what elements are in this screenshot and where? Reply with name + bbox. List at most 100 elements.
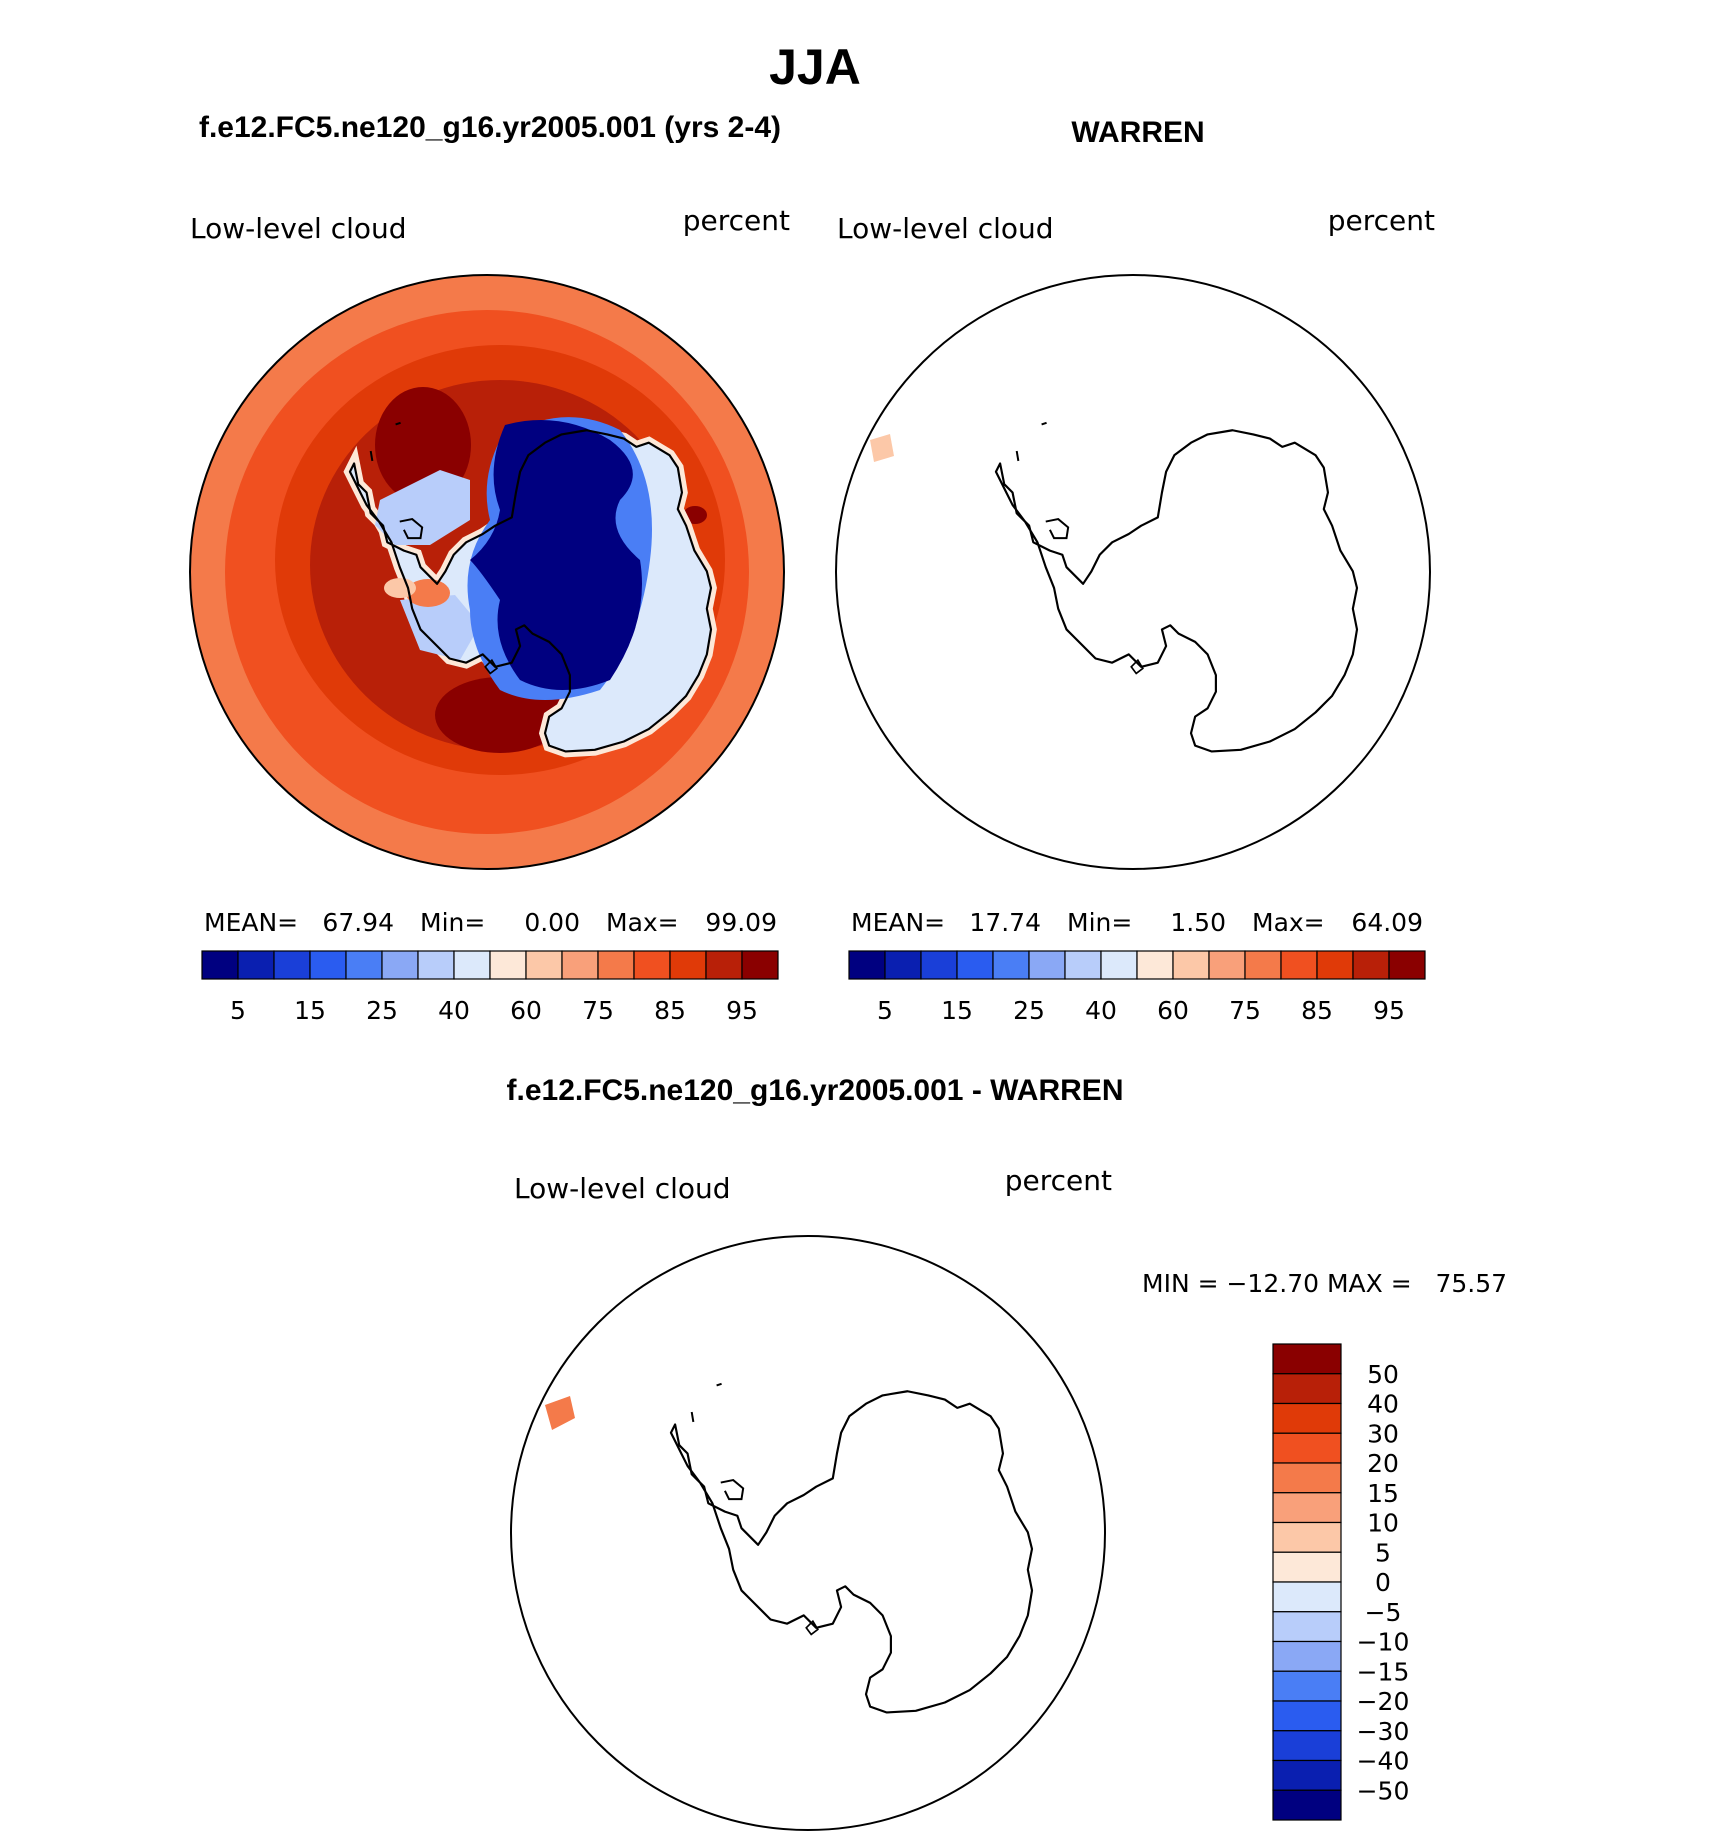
svg-text:64.09: 64.09	[1351, 908, 1423, 937]
colorbar-swatch	[1352, 950, 1390, 980]
colorbar-tick-label: −10	[1357, 1628, 1410, 1657]
colorbar-swatch	[1272, 1670, 1342, 1702]
colorbar-swatch	[1272, 1640, 1342, 1672]
colorbar-swatch	[1272, 1611, 1342, 1643]
colorbar-swatch	[1272, 1492, 1342, 1524]
panel-title: WARREN	[1071, 116, 1204, 149]
colorbar-swatch	[1272, 1343, 1342, 1375]
colorbar-swatch	[237, 950, 275, 980]
colorbar-swatch	[1272, 1581, 1342, 1613]
colorbar-swatch	[705, 950, 743, 980]
colorbar-tick-label: 15	[1367, 1479, 1399, 1508]
stats-row: MEAN= 17.74 Min= 1.50 Max= 64.09	[851, 908, 1423, 937]
colorbar-tick-label: 95	[726, 996, 758, 1025]
variable-label: Low-level cloud	[514, 1172, 731, 1205]
colorbar-swatch	[1272, 1551, 1342, 1583]
colorbar-tick-label: 5	[230, 996, 246, 1025]
colorbar-tick-label: 5	[877, 996, 893, 1025]
colorbar-tick-label: 95	[1373, 996, 1405, 1025]
colorbar-tick-label: 60	[1157, 996, 1189, 1025]
colorbar-tick-label: −30	[1357, 1717, 1410, 1746]
colorbar-swatch	[1100, 950, 1138, 980]
colorbar-swatch	[1244, 950, 1282, 980]
colorbar-tick-label: 25	[1013, 996, 1045, 1025]
colorbar-swatch	[884, 950, 922, 980]
svg-text:67.94: 67.94	[322, 908, 394, 937]
colorbar-tick-label: 75	[582, 996, 614, 1025]
colorbar-swatch	[1388, 950, 1426, 980]
panel-difference: f.e12.FC5.ne120_g16.yr2005.001 - WARREN …	[507, 1074, 1507, 1831]
panel-model: f.e12.FC5.ne120_g16.yr2005.001 (yrs 2-4)…	[189, 111, 790, 1025]
units-label: percent	[1005, 1164, 1112, 1197]
colorbar-tick-label: 85	[1301, 996, 1333, 1025]
colorbar-tick-label: −5	[1365, 1598, 1402, 1627]
colorbar-tick-label: 15	[294, 996, 326, 1025]
colorbar-swatch	[1272, 1789, 1342, 1821]
colorbar-tick-label: 40	[1367, 1390, 1399, 1419]
variable-label: Low-level cloud	[837, 212, 1054, 245]
colorbar-tick-label: 85	[654, 996, 686, 1025]
svg-text:0.00: 0.00	[524, 908, 580, 937]
stats-row: MEAN= 67.94 Min= 0.00 Max= 99.09	[204, 908, 777, 937]
colorbar-swatch	[741, 950, 779, 980]
colorbar-tick-label: −50	[1357, 1776, 1410, 1805]
colorbar-swatch	[489, 950, 527, 980]
colorbar-tick-label: 40	[438, 996, 470, 1025]
figure-title: JJA	[769, 39, 861, 95]
colorbar-swatch	[956, 950, 994, 980]
svg-text:MEAN=: MEAN=	[851, 908, 945, 937]
svg-text:Min=: Min=	[1067, 908, 1132, 937]
colorbar-swatch	[1172, 950, 1210, 980]
colorbar-swatch	[273, 950, 311, 980]
colorbar-swatch	[1316, 950, 1354, 980]
colorbar-swatch	[1280, 950, 1318, 980]
units-label: percent	[1328, 204, 1435, 237]
colorbar-swatch	[633, 950, 671, 980]
colorbar-swatch	[1272, 1521, 1342, 1553]
colorbar: 5 15 25 40 60 75 85 95	[201, 950, 779, 1025]
svg-text:17.74: 17.74	[969, 908, 1041, 937]
colorbar-swatch	[417, 950, 455, 980]
colorbar-tick-label: 75	[1229, 996, 1261, 1025]
colorbar-swatch	[848, 950, 886, 980]
colorbar-swatch	[345, 950, 383, 980]
colorbar-swatch	[201, 950, 239, 980]
svg-text:Min=: Min=	[420, 908, 485, 937]
svg-text:1.50: 1.50	[1170, 908, 1226, 937]
colorbar-tick-label: 50	[1367, 1360, 1399, 1389]
svg-text:99.09: 99.09	[705, 908, 777, 937]
colorbar-tick-label: 60	[510, 996, 542, 1025]
svg-text:Max=: Max=	[1252, 908, 1325, 937]
colorbar-swatch	[309, 950, 347, 980]
difference-title: f.e12.FC5.ne120_g16.yr2005.001 - WARREN	[507, 1074, 1124, 1107]
svg-text:Max=: Max=	[606, 908, 679, 937]
colorbar-tick-label: 10	[1367, 1509, 1399, 1538]
colorbar-tick-label: 25	[366, 996, 398, 1025]
colorbar-swatch	[992, 950, 1030, 980]
colorbar-swatch	[1272, 1432, 1342, 1464]
colorbar-swatch	[669, 950, 707, 980]
polar-map	[836, 275, 1430, 869]
colorbar-swatch	[1272, 1373, 1342, 1405]
svg-text:MEAN=: MEAN=	[204, 908, 298, 937]
range-text: MIN = −12.70 MAX = 75.57	[1142, 1269, 1507, 1298]
colorbar-swatch	[1272, 1759, 1342, 1791]
colorbar-tick-label: 20	[1367, 1449, 1399, 1478]
colorbar-swatch	[561, 950, 599, 980]
colorbar-swatch	[1272, 1700, 1342, 1732]
colorbar-swatch	[1272, 1462, 1342, 1494]
colorbar-swatch	[525, 950, 563, 980]
colorbar-tick-label: 40	[1085, 996, 1117, 1025]
colorbar-swatch	[597, 950, 635, 980]
panel-observation: WARREN Low-level cloud percent MEAN= 17.…	[835, 116, 1435, 1025]
colorbar: 5 15 25 40 60 75 85 95	[848, 950, 1426, 1025]
units-label: percent	[683, 204, 790, 237]
colorbar-tick-label: −40	[1357, 1747, 1410, 1776]
colorbar-swatch	[1028, 950, 1066, 980]
polar-map	[190, 275, 784, 869]
colorbar-tick-label: −15	[1357, 1657, 1410, 1686]
panel-title: f.e12.FC5.ne120_g16.yr2005.001 (yrs 2-4)	[199, 111, 781, 144]
colorbar-swatch	[381, 950, 419, 980]
